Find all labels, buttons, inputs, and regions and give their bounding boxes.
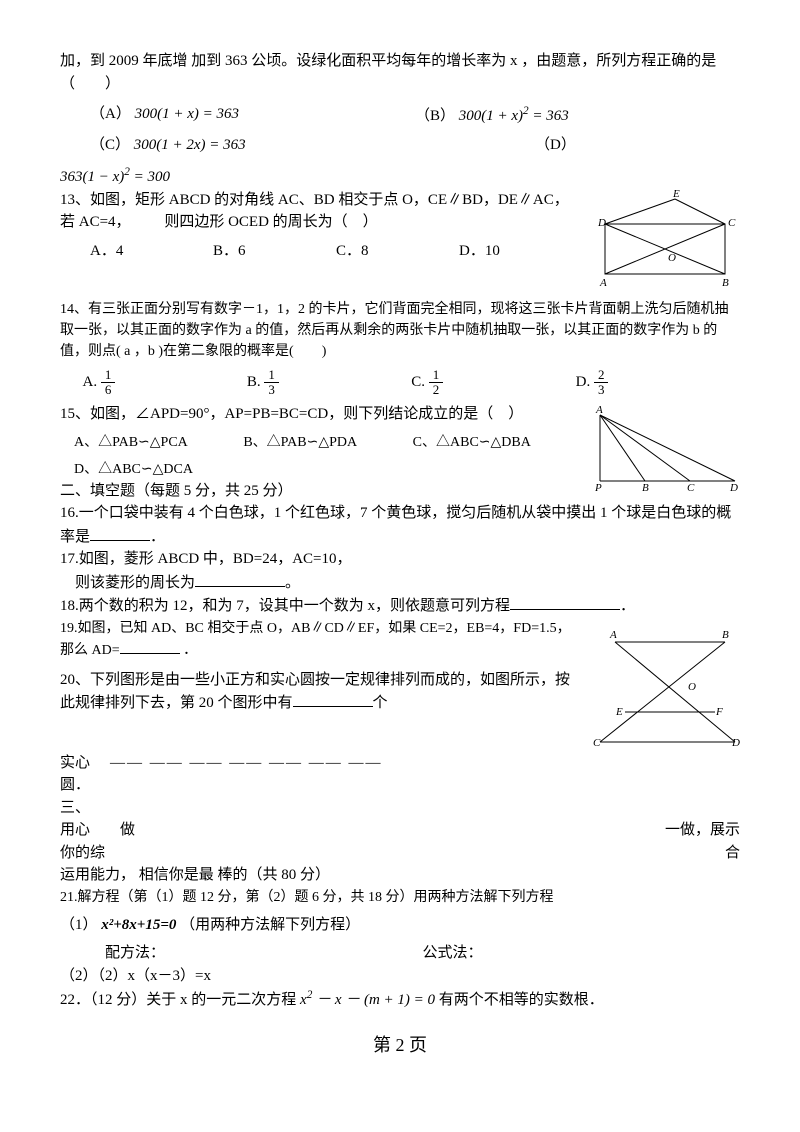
q13-a: A．4 (90, 240, 213, 263)
q21-p1: （1） x²+8x+15=0 （用两种方法解下列方程） (60, 914, 740, 937)
q15-figure: A P B C D (590, 403, 740, 493)
q17: 17.如图，菱形 ABCD 中，BD=24，AC=10， 则该菱形的周长为。 (60, 548, 740, 594)
q16: 16.一个口袋中装有 4 个白色球，1 个红色球，7 个黄色球，搅匀后随机从袋中… (60, 502, 740, 548)
q20-r4b: 做 (120, 819, 665, 842)
lbl-e: E (672, 189, 680, 200)
parallel-diagram: A B O E F C D (590, 622, 740, 752)
q20-r1: 实心 (60, 752, 110, 775)
q21-lead: 21.解方程（第（1）题 12 分，第（2）题 6 分，共 18 分）用两种方法… (60, 887, 740, 908)
q14-text: 14、有三张正面分别写有数字－1，1，2 的卡片，它们背面完全相同，现将这三张卡… (60, 299, 740, 362)
q20-r5a: 你的综 (60, 842, 725, 865)
q14-c: C. 12 (411, 368, 575, 398)
lbl-o: O (688, 681, 696, 693)
q20-r2: 圆． (60, 774, 740, 797)
lbl-b: B (642, 482, 649, 493)
lbl-c: C (593, 737, 601, 749)
q20-dashes: —— —— —— —— —— —— —— (110, 752, 740, 775)
triangle-diagram: A P B C D (590, 403, 740, 493)
q15-b: B、△PAB∽△PDA (243, 432, 412, 453)
q14-b: B. 13 (247, 368, 411, 398)
q21-m1: 配方法： (105, 942, 423, 965)
q14-d: D. 23 (576, 368, 740, 398)
q22: 22．（12 分）关于 x 的一元二次方程 x2 － x － (m + 1) =… (60, 987, 740, 1012)
lbl-c: C (728, 217, 736, 229)
q18: 18.两个数的积为 12，和为 7，设其中一个数为 x，则依题意可列方程． (60, 594, 740, 618)
lbl-b: B (722, 629, 729, 641)
q12-opt-d: （D） (415, 134, 740, 157)
lbl-f: F (715, 706, 723, 718)
opt-a-label: （A） (90, 106, 131, 122)
lbl-a: A (609, 629, 617, 641)
q21-p2: （2）（2）x（x－3）=x (60, 965, 740, 988)
page-number: 第 2 页 (60, 1032, 740, 1059)
q12-lead: 加，到 2009 年底增 加到 363 公顷。设绿化面积平均每年的增长率为 x … (60, 50, 740, 95)
q20-r4c: 一做，展示 (665, 819, 740, 842)
opt-b-eq2: = 363 (529, 108, 569, 124)
opt-x-1: 363(1 − x) (60, 169, 124, 185)
lbl-d: D (729, 482, 738, 493)
lbl-d: D (597, 217, 606, 229)
q12-opt-c: （C） 300(1 + 2x) = 363 (60, 134, 415, 157)
opt-x-2: = 300 (130, 169, 170, 185)
q20-r4a: 用心 (60, 819, 120, 842)
lbl-e: E (615, 706, 623, 718)
opt-d-label: （D） (535, 137, 576, 153)
q20-r6: 运用能力， 相信你是最 棒的（共 80 分） (60, 864, 740, 887)
q15-a: A、△PAB∽△PCA (74, 432, 243, 453)
q19-figure: A B O E F C D (590, 622, 740, 752)
lbl-a: A (599, 277, 607, 289)
opt-c-label: （C） (90, 137, 130, 153)
lbl-c: C (687, 482, 695, 493)
q20-r5b: 合 (725, 842, 740, 865)
q13-d: D．10 (459, 240, 582, 263)
q12-opt-a: （A） 300(1 + x) = 363 (60, 103, 415, 128)
q14-a: A. 16 (83, 368, 247, 398)
q13-figure: A B C D E O (590, 189, 740, 299)
lbl-p: P (594, 482, 602, 493)
opt-b-eq1: 300(1 + x) (459, 108, 523, 124)
q13-t2: 则四边形 OCED 的周长为（ ） (164, 214, 377, 230)
opt-b-label: （B） (415, 108, 455, 124)
q21-m2: 公式法： (423, 942, 741, 965)
opt-c-eq: 300(1 + 2x) = 363 (134, 137, 246, 153)
lbl-d: D (731, 737, 740, 749)
lbl-b: B (722, 277, 729, 289)
q20-r3: 三、 (60, 797, 740, 820)
opt-a-eq: 300(1 + x) = 363 (135, 106, 239, 122)
q15-c: C、△ABC∽△DBA (413, 432, 582, 453)
q12-opt-b: （B） 300(1 + x)2 = 363 (415, 103, 740, 128)
q13-b: B．6 (213, 240, 336, 263)
lbl-a: A (595, 404, 603, 416)
q13-c: C．8 (336, 240, 459, 263)
rect-diagram: A B C D E O (590, 189, 740, 299)
q12-opt-x: 363(1 − x)2 = 300 (60, 164, 740, 189)
lbl-o: O (668, 252, 676, 264)
